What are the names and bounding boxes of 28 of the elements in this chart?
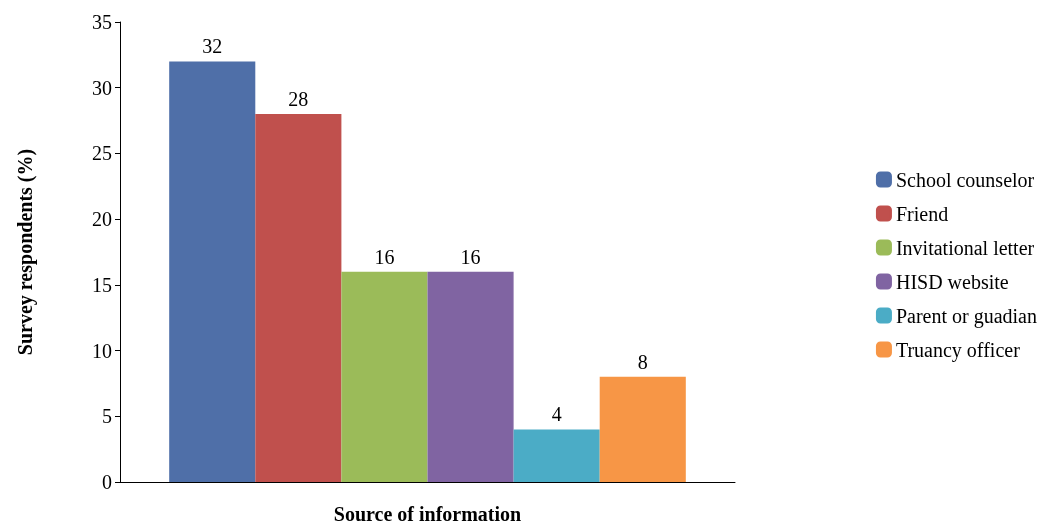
y-tick-label: 0: [102, 471, 112, 493]
y-tick-label: 20: [92, 208, 112, 231]
data-label: 16: [374, 245, 395, 268]
y-axis-title: Survey respondents (%): [14, 148, 37, 356]
data-label: 32: [202, 35, 223, 58]
bar: [169, 61, 256, 482]
data-label: 8: [637, 350, 648, 373]
y-tick-label: 35: [92, 11, 112, 33]
data-label: 4: [551, 403, 562, 426]
legend-label: Parent or guadian: [895, 304, 1038, 328]
legend-label: Friend: [895, 202, 949, 225]
y-tick-label: 10: [92, 339, 112, 362]
y-tick-label: 5: [102, 405, 112, 428]
data-label: 28: [288, 88, 309, 110]
data-label: 16: [460, 245, 481, 268]
y-tick-label: 30: [92, 76, 112, 99]
legend-label: HISD website: [895, 270, 1009, 293]
legend-label: School counselor: [895, 168, 1035, 191]
bar: [255, 114, 342, 482]
legend-label: Invitational letter: [895, 236, 1035, 259]
legend-label: Truancy officer: [895, 338, 1021, 362]
bar: [599, 376, 686, 482]
y-tick-label: 15: [92, 273, 112, 296]
y-tick-label: 25: [92, 142, 112, 165]
bar: [341, 271, 428, 482]
x-axis-title: Source of information: [333, 503, 522, 525]
bar: [513, 429, 600, 482]
bar: [427, 271, 514, 482]
